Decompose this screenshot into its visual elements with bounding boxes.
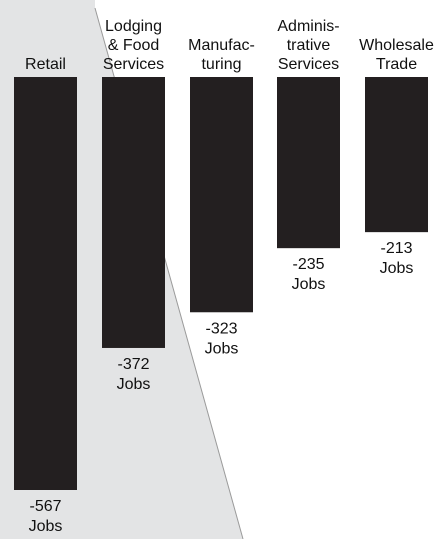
category-label-1: Lodging & Food Services	[103, 18, 164, 73]
bar-0	[14, 77, 77, 490]
category-label-3-line-0: Adminis-	[277, 18, 339, 35]
category-label-0: Retail	[25, 56, 66, 73]
category-label-1-line-2: Services	[103, 56, 164, 73]
category-label-2: Manufac-turing	[188, 37, 255, 73]
category-label-4: Wholesale Trade	[359, 37, 434, 73]
bar-4	[365, 77, 428, 233]
category-label-3: Adminis-trative Services	[277, 18, 339, 73]
category-label-2-line-0: Manufac-	[188, 37, 255, 54]
category-label-1-line-1: & Food	[108, 37, 160, 54]
category-label-2-line-1: turing	[201, 56, 241, 73]
bar-3	[277, 77, 340, 249]
value-label-2: -323 Jobs	[205, 320, 239, 357]
category-labels: Retail Lodging & Food Services Manufac-turin…	[25, 18, 434, 73]
bar-2	[190, 77, 253, 313]
category-label-3-line-1: trative	[287, 37, 331, 54]
bars	[14, 77, 428, 490]
value-label-1: -372 Jobs	[117, 356, 151, 393]
category-label-4-line-1: Trade	[376, 56, 417, 73]
value-labels: -567 Jobs -372 Jobs -323 Jobs -235 Jobs -213 Jobs	[29, 240, 414, 535]
value-label-4: -213 Jobs	[380, 240, 414, 277]
category-label-0-line-0: Retail	[25, 56, 66, 73]
category-label-1-line-0: Lodging	[105, 18, 162, 35]
category-label-4-line-0: Wholesale	[359, 37, 434, 54]
category-label-3-line-2: Services	[278, 56, 339, 73]
bar-1	[102, 77, 165, 348]
value-label-0: -567 Jobs	[29, 498, 63, 535]
value-label-3: -235 Jobs	[292, 256, 326, 293]
